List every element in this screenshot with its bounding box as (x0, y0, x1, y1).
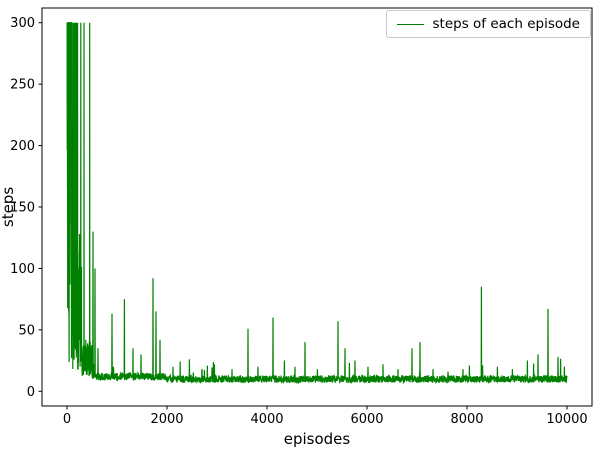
x-tick-label: 2000 (150, 412, 183, 427)
y-tick-label: 200 (10, 139, 35, 154)
y-tick-label: 0 (27, 385, 35, 400)
y-tick-label: 250 (10, 78, 35, 93)
series-line (66, 22, 568, 385)
axis-ticks: 0 2000 4000 6000 8000 10000 0 50 100 150 200 250 300 (10, 16, 588, 427)
y-tick-label: 300 (10, 16, 35, 31)
x-tick-label: 6000 (350, 412, 383, 427)
legend-label: steps of each episode (432, 16, 580, 32)
y-tick-label: 50 (18, 323, 35, 338)
legend: steps of each episode (385, 10, 591, 38)
y-tick-label: 100 (10, 262, 35, 277)
legend-line-sample (396, 23, 424, 25)
x-axis-label: episodes (284, 430, 351, 448)
x-tick-label: 10000 (546, 412, 587, 427)
y-tick-label: 150 (10, 201, 35, 216)
x-tick-label: 0 (63, 412, 71, 427)
x-tick-label: 8000 (450, 412, 483, 427)
y-axis-label: steps (0, 187, 17, 227)
x-tick-label: 4000 (250, 412, 283, 427)
